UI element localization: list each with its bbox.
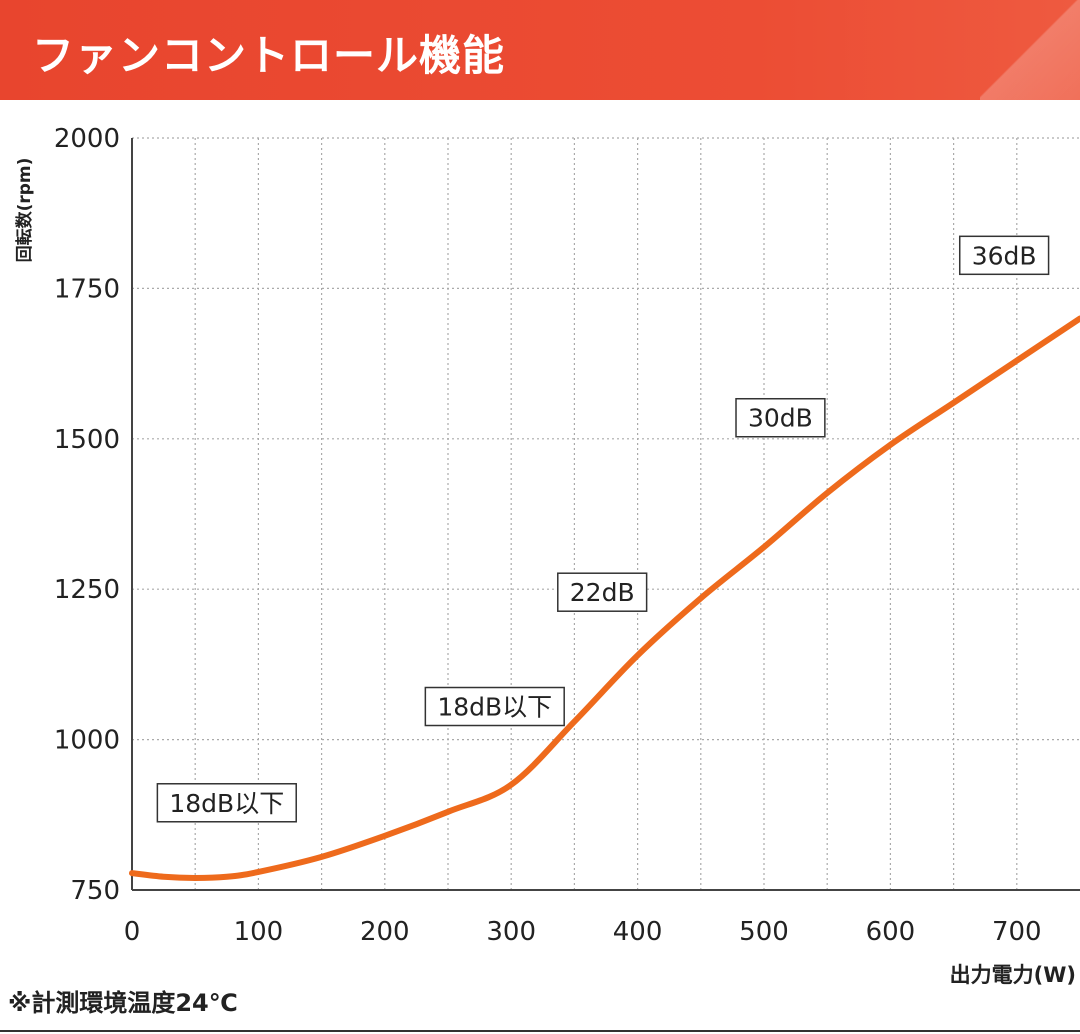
grid-lines — [132, 137, 1080, 890]
x-tick-label: 400 — [613, 917, 663, 947]
x-tick-label: 100 — [234, 917, 284, 947]
y-tick-label: 1500 — [54, 425, 120, 455]
fan-speed-chart: 0 100 200 300 400 500 600 700 750 1000 1250 1500 175… — [14, 124, 1080, 987]
annotation-frame — [735, 397, 826, 438]
x-tick-label: 700 — [992, 917, 1042, 947]
y-tick-label: 1250 — [54, 575, 120, 605]
annotation-box: 36dB — [958, 235, 1050, 276]
x-tick-label: 200 — [360, 917, 410, 947]
y-tick-label: 1000 — [54, 726, 120, 756]
page-title: ファンコントロール機能 — [32, 31, 506, 80]
x-axis-label: 出力電力(W) — [950, 963, 1076, 987]
annotation-box: 22dB — [557, 572, 648, 612]
bottom-divider — [0, 1030, 1080, 1032]
annotation-label: 18dB以下 — [437, 693, 552, 722]
header-decoration — [980, 0, 1080, 100]
annotation-frame — [156, 783, 297, 823]
annotation-box: 18dB以下 — [424, 686, 565, 727]
series-line — [129, 315, 1080, 881]
annotation-frame — [557, 572, 648, 612]
x-tick-label: 0 — [124, 917, 141, 947]
y-axis-label: 回転数(rpm) — [14, 158, 35, 263]
annotation-box: 30dB — [735, 397, 826, 438]
annotation-frame — [958, 235, 1050, 276]
y-tick-label: 1750 — [54, 274, 120, 304]
footnote: ※計測環境温度24℃ — [8, 989, 238, 1017]
y-tick-label: 750 — [70, 876, 120, 906]
annotation-label: 22dB — [570, 578, 635, 607]
x-tick-label: 600 — [866, 917, 916, 947]
series-layer — [129, 315, 1080, 881]
annotation-label: 36dB — [972, 241, 1037, 270]
annotation-label: 18dB以下 — [169, 789, 284, 818]
header-banner: ファンコントロール機能 — [0, 0, 1080, 100]
annotations: 18dB以下 18dB以下 22dB 30dB 36dB — [156, 235, 1050, 823]
y-tick-label: 2000 — [54, 124, 120, 154]
annotation-box: 18dB以下 — [156, 783, 297, 823]
annotation-frame — [424, 686, 565, 727]
x-tick-label: 500 — [739, 917, 789, 947]
tick-labels: 0 100 200 300 400 500 600 700 750 1000 1250 1500 175… — [54, 124, 1042, 947]
chart-axes — [131, 138, 1080, 891]
annotation-label: 30dB — [748, 404, 813, 433]
x-tick-label: 300 — [486, 917, 536, 947]
